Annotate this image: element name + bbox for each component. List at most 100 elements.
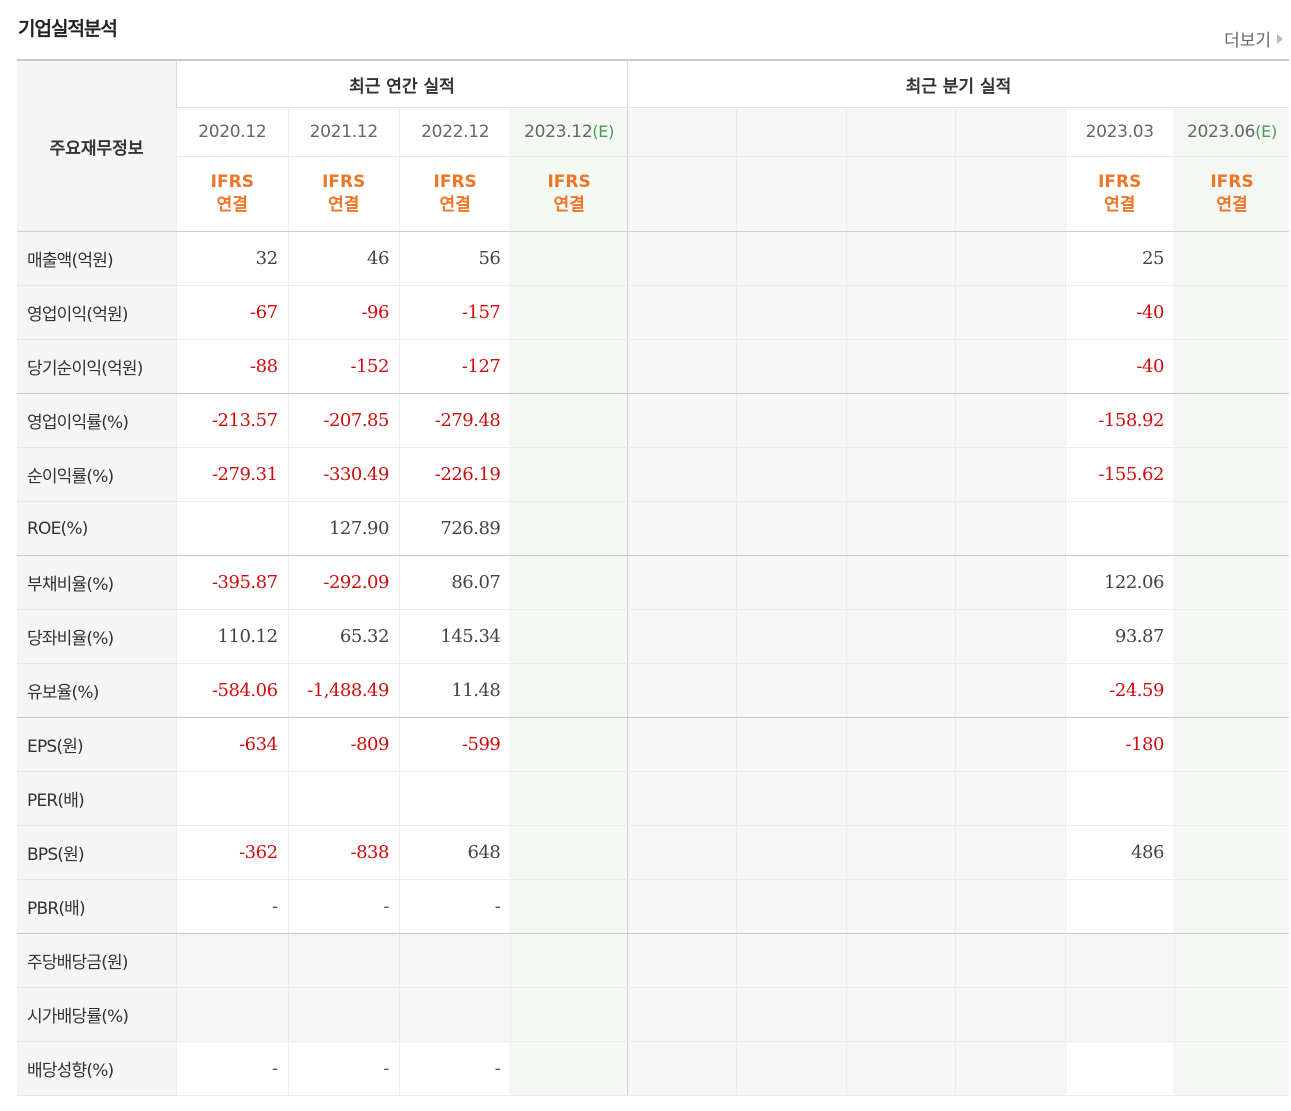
quarter-value-cell bbox=[845, 555, 956, 610]
row-label: BPS(원) bbox=[17, 825, 177, 880]
quarter-value-cell bbox=[736, 447, 847, 502]
table-row: 주당배당금(원) bbox=[17, 933, 1289, 988]
quarter-period-header: 2023.03 bbox=[1064, 107, 1175, 157]
annual-value-cell: - bbox=[287, 1041, 400, 1096]
annual-period-header: 2020.12 bbox=[176, 107, 289, 157]
quarter-value-cell bbox=[1173, 231, 1289, 286]
table-row: 당기순이익(억원) -88 -152 -127 -40 bbox=[17, 339, 1289, 394]
quarter-value-cell bbox=[845, 933, 956, 988]
quarter-value-cell bbox=[1064, 501, 1175, 556]
annual-value-cell bbox=[398, 933, 511, 988]
quarter-value-cell bbox=[626, 717, 737, 772]
quarter-period-header: 2023.06(E) bbox=[1173, 107, 1289, 157]
quarter-value-cell bbox=[736, 825, 847, 880]
quarter-period-header bbox=[626, 107, 737, 157]
row-label: 순이익률(%) bbox=[17, 447, 177, 502]
quarter-value-cell bbox=[1064, 933, 1175, 988]
quarter-value-cell bbox=[845, 285, 956, 340]
annual-value-cell: -152 bbox=[287, 339, 400, 394]
annual-value-cell: -362 bbox=[176, 825, 289, 880]
more-link[interactable]: 더보기 bbox=[1224, 26, 1283, 51]
quarter-value-cell bbox=[736, 555, 847, 610]
quarter-value-cell bbox=[845, 771, 956, 826]
annual-value-cell: 11.48 bbox=[398, 663, 511, 718]
quarter-value-cell bbox=[1064, 771, 1175, 826]
annual-value-cell bbox=[510, 501, 628, 556]
quarter-value-cell bbox=[626, 609, 737, 664]
annual-value-cell: 86.07 bbox=[398, 555, 511, 610]
annual-value-cell bbox=[510, 393, 628, 448]
annual-value-cell bbox=[176, 501, 289, 556]
quarter-period-header bbox=[955, 107, 1065, 157]
quarter-value-cell bbox=[626, 501, 737, 556]
annual-value-cell bbox=[510, 231, 628, 286]
quarter-value-cell bbox=[626, 555, 737, 610]
ifrs-consolidated-label: IFRS 연결 bbox=[398, 156, 511, 232]
table-row: 당좌비율(%) 110.12 65.32 145.34 93.87 bbox=[17, 609, 1289, 664]
annual-value-cell: -1,488.49 bbox=[287, 663, 400, 718]
annual-value-cell: -207.85 bbox=[287, 393, 400, 448]
quarter-value-cell bbox=[626, 663, 737, 718]
annual-value-cell bbox=[510, 663, 628, 718]
annual-value-cell: -838 bbox=[287, 825, 400, 880]
annual-value-cell: 145.34 bbox=[398, 609, 511, 664]
quarter-value-cell bbox=[955, 771, 1065, 826]
table-row: 영업이익률(%) -213.57 -207.85 -279.48 -158.92 bbox=[17, 393, 1289, 448]
annual-value-cell: -127 bbox=[398, 339, 511, 394]
quarter-value-cell bbox=[1173, 663, 1289, 718]
quarter-value-cell bbox=[845, 609, 956, 664]
quarter-value-cell bbox=[626, 285, 737, 340]
table-row: BPS(원) -362 -838 648 486 bbox=[17, 825, 1289, 880]
quarter-value-cell bbox=[736, 879, 847, 934]
row-label: 매출액(억원) bbox=[17, 231, 177, 286]
quarter-value-cell bbox=[845, 663, 956, 718]
quarter-value-cell bbox=[1064, 1041, 1175, 1096]
more-label: 더보기 bbox=[1224, 31, 1271, 51]
annual-value-cell: 56 bbox=[398, 231, 511, 286]
annual-value-cell: -634 bbox=[176, 717, 289, 772]
quarter-value-cell bbox=[845, 825, 956, 880]
annual-value-cell: -88 bbox=[176, 339, 289, 394]
financial-table: 주요재무정보 최근 연간 실적 최근 분기 실적 2020.12 2021.12 2… bbox=[17, 59, 1289, 1096]
annual-value-cell: -279.48 bbox=[398, 393, 511, 448]
quarter-value-cell bbox=[626, 879, 737, 934]
quarter-value-cell: 93.87 bbox=[1064, 609, 1175, 664]
table-row: 매출액(억원) 32 46 56 25 bbox=[17, 231, 1289, 286]
quarter-value-cell bbox=[955, 501, 1065, 556]
quarter-value-cell bbox=[955, 879, 1065, 934]
table-row: 배당성향(%) - - - bbox=[17, 1041, 1289, 1096]
quarter-value-cell bbox=[955, 825, 1065, 880]
quarter-value-cell bbox=[626, 933, 737, 988]
table-row: ROE(%) 127.90 726.89 bbox=[17, 501, 1289, 556]
annual-value-cell: -67 bbox=[176, 285, 289, 340]
quarter-value-cell bbox=[955, 231, 1065, 286]
quarter-value-cell bbox=[736, 987, 847, 1042]
annual-value-cell: 32 bbox=[176, 231, 289, 286]
quarter-value-cell bbox=[955, 1041, 1065, 1096]
annual-value-cell: - bbox=[287, 879, 400, 934]
annual-value-cell bbox=[510, 717, 628, 772]
annual-value-cell bbox=[510, 879, 628, 934]
quarter-value-cell: -40 bbox=[1064, 339, 1175, 394]
quarter-value-cell bbox=[955, 285, 1065, 340]
quarter-value-cell bbox=[1173, 609, 1289, 664]
quarter-value-cell bbox=[626, 771, 737, 826]
quarter-value-cell bbox=[845, 231, 956, 286]
quarter-group-header: 최근 분기 실적 bbox=[626, 60, 1289, 108]
quarter-value-cell bbox=[1173, 555, 1289, 610]
table-row: 영업이익(억원) -67 -96 -157 -40 bbox=[17, 285, 1289, 340]
row-label: 영업이익률(%) bbox=[17, 393, 177, 448]
quarter-value-cell bbox=[736, 339, 847, 394]
annual-value-cell bbox=[510, 825, 628, 880]
quarter-value-cell bbox=[626, 1041, 737, 1096]
row-label: 주당배당금(원) bbox=[17, 933, 177, 988]
empty-header-cell bbox=[845, 156, 956, 232]
ifrs-consolidated-label: IFRS 연결 bbox=[1064, 156, 1175, 232]
quarter-value-cell bbox=[1173, 933, 1289, 988]
annual-value-cell: 648 bbox=[398, 825, 511, 880]
annual-value-cell: - bbox=[176, 879, 289, 934]
quarter-value-cell bbox=[736, 717, 847, 772]
table-row: PBR(배) - - - bbox=[17, 879, 1289, 934]
row-label: 당기순이익(억원) bbox=[17, 339, 177, 394]
quarter-value-cell bbox=[1173, 771, 1289, 826]
